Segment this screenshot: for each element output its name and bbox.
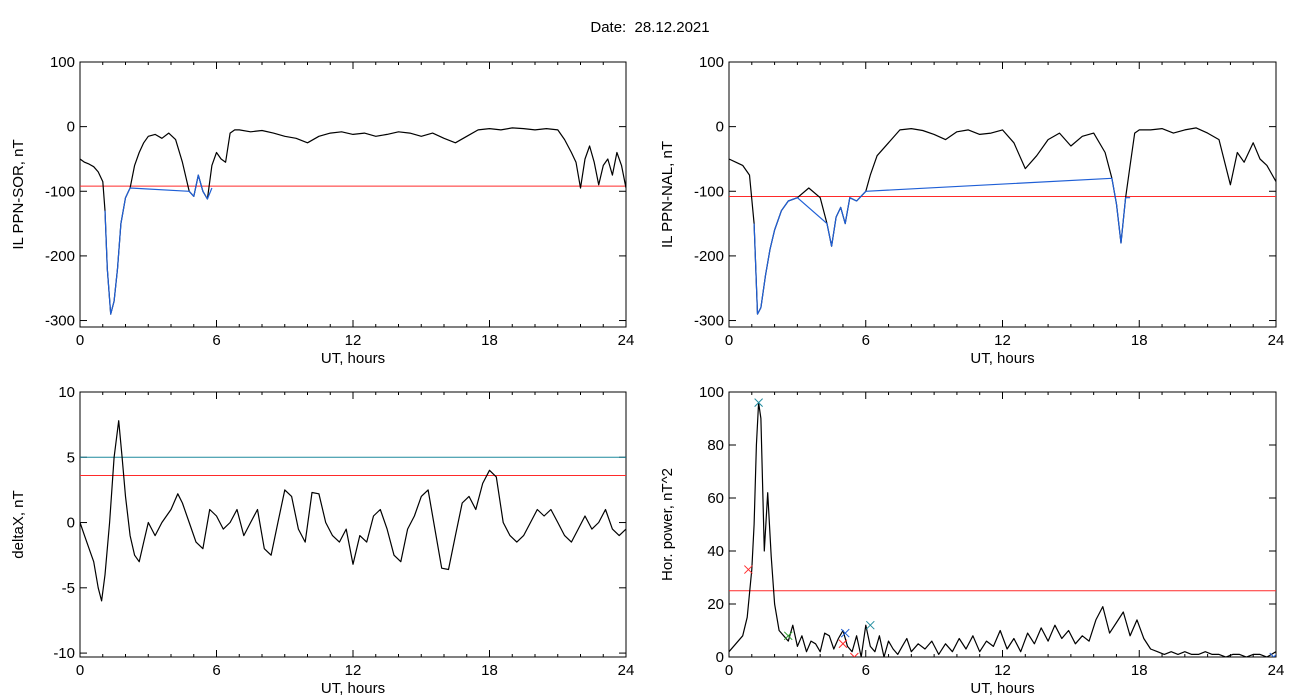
series-line bbox=[104, 174, 213, 315]
peak-marker bbox=[783, 631, 793, 641]
x-tick-label: 24 bbox=[1268, 662, 1285, 679]
y-tick-label: 5 bbox=[67, 449, 75, 466]
y-tick-label: 100 bbox=[699, 54, 724, 71]
x-axis-label: UT, hours bbox=[321, 350, 385, 367]
x-tick-label: 0 bbox=[725, 662, 733, 679]
y-tick-label: 0 bbox=[67, 515, 75, 532]
y-tick-label: -100 bbox=[45, 183, 75, 200]
y-axis-label: deltaX, nT bbox=[10, 490, 27, 558]
peak-marker-stroke bbox=[744, 565, 753, 574]
y-tick-label: 0 bbox=[716, 119, 724, 136]
x-tick-label: 12 bbox=[345, 332, 362, 349]
series-line bbox=[729, 402, 1276, 657]
peak-marker-stroke bbox=[865, 620, 875, 630]
x-axis-label: UT, hours bbox=[970, 680, 1034, 697]
x-tick-label: 0 bbox=[76, 332, 84, 349]
x-tick-label: 0 bbox=[725, 332, 733, 349]
series-line bbox=[753, 177, 1131, 315]
y-tick-label: -200 bbox=[45, 248, 75, 265]
x-tick-label: 12 bbox=[345, 662, 362, 679]
y-tick-label: 100 bbox=[50, 54, 75, 71]
y-tick-label: 60 bbox=[707, 490, 724, 507]
x-tick-label: 24 bbox=[1268, 332, 1285, 349]
peak-marker-stroke bbox=[853, 652, 859, 657]
y-tick-label: 100 bbox=[699, 384, 724, 401]
y-tick-label: -10 bbox=[53, 645, 75, 662]
figure-title: Date: 28.12.2021 bbox=[590, 19, 710, 36]
series-line bbox=[729, 127, 1276, 315]
peak-marker bbox=[840, 628, 850, 638]
plot-frame bbox=[79, 391, 627, 658]
y-tick-label: -5 bbox=[62, 580, 75, 597]
peak-marker-stroke bbox=[840, 628, 850, 638]
peak-marker-stroke bbox=[1269, 652, 1275, 657]
peak-marker bbox=[1269, 652, 1276, 657]
plot-area bbox=[729, 398, 1276, 657]
y-tick-label: 0 bbox=[716, 649, 724, 666]
x-tick-label: 6 bbox=[212, 332, 220, 349]
y-tick-label: 10 bbox=[58, 384, 75, 401]
series-line bbox=[80, 420, 626, 602]
peak-marker-stroke bbox=[783, 631, 793, 641]
peak-marker bbox=[865, 620, 875, 630]
y-axis-label: Hor. power, nT^2 bbox=[659, 468, 676, 581]
plot-area bbox=[729, 127, 1276, 315]
y-tick-label: -100 bbox=[694, 183, 724, 200]
peak-marker-stroke bbox=[754, 398, 763, 407]
y-tick-label: 40 bbox=[707, 543, 724, 560]
x-tick-label: 6 bbox=[212, 662, 220, 679]
peak-marker bbox=[744, 565, 753, 574]
x-tick-label: 18 bbox=[481, 332, 498, 349]
x-tick-label: 18 bbox=[481, 662, 498, 679]
peak-marker bbox=[850, 652, 859, 657]
series-line bbox=[80, 127, 626, 315]
plot-frame bbox=[79, 61, 627, 328]
panel-deltax: 0 6 12 18 24 -10 -5 0 5 10 UT, hours deltaX, nT bbox=[10, 384, 634, 697]
y-axis-label: IL PPN-NAL, nT bbox=[659, 141, 676, 248]
peak-marker-stroke bbox=[850, 652, 856, 657]
x-axis-label: UT, hours bbox=[321, 680, 385, 697]
panel-il-ppn-sor: 0 6 12 18 24 -300 -200 -100 0 100 UT, hours IL PPN-… bbox=[10, 54, 634, 367]
panel-il-ppn-nal: 0 6 12 18 24 -300 -200 -100 0 100 UT, hours IL PPN-… bbox=[659, 54, 1284, 367]
x-tick-label: 6 bbox=[862, 662, 870, 679]
x-tick-label: 24 bbox=[618, 332, 635, 349]
x-tick-label: 18 bbox=[1131, 662, 1148, 679]
plot-area bbox=[80, 420, 626, 602]
panel-hor-power: 0 6 12 18 24 0 20 40 60 80 100 UT, hours Hor. power,… bbox=[659, 384, 1284, 697]
peak-marker-stroke bbox=[838, 639, 848, 649]
x-axis-label: UT, hours bbox=[970, 350, 1034, 367]
y-tick-label: 0 bbox=[67, 119, 75, 136]
x-tick-label: 0 bbox=[76, 662, 84, 679]
plot-frame bbox=[728, 61, 1277, 328]
y-tick-label: -300 bbox=[45, 313, 75, 330]
y-tick-label: 80 bbox=[707, 437, 724, 454]
y-axis-label: IL PPN-SOR, nT bbox=[10, 139, 27, 249]
x-tick-label: 24 bbox=[618, 662, 635, 679]
plot-area bbox=[80, 127, 626, 315]
y-tick-label: -300 bbox=[694, 313, 724, 330]
peak-marker bbox=[754, 398, 763, 407]
peak-marker bbox=[838, 639, 848, 649]
y-tick-label: 20 bbox=[707, 596, 724, 613]
x-tick-label: 6 bbox=[862, 332, 870, 349]
plot-frame bbox=[728, 391, 1277, 658]
y-tick-label: -200 bbox=[694, 248, 724, 265]
x-tick-label: 12 bbox=[994, 332, 1011, 349]
x-tick-label: 18 bbox=[1131, 332, 1148, 349]
x-tick-label: 12 bbox=[994, 662, 1011, 679]
